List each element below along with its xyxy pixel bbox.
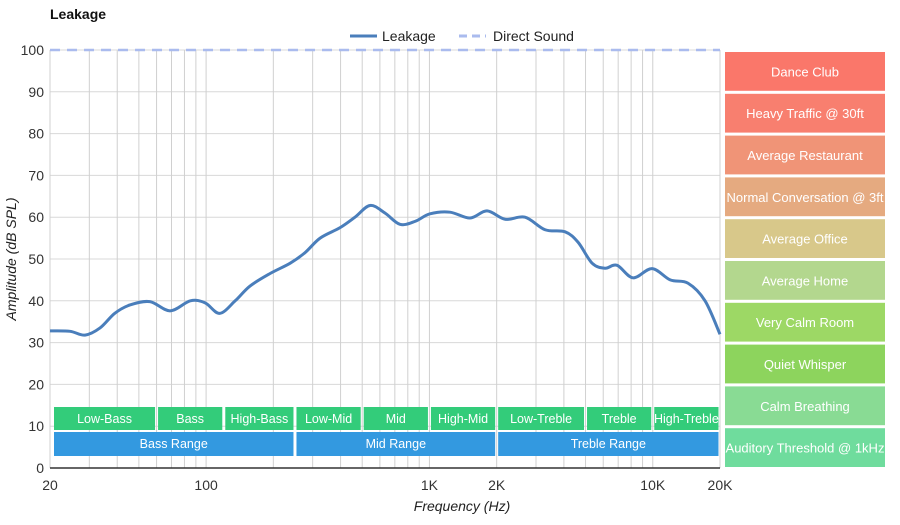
range-bass-range bbox=[54, 432, 294, 456]
noise-level-band bbox=[725, 135, 885, 175]
noise-level-band bbox=[725, 52, 885, 91]
noise-level-label: Very Calm Room bbox=[756, 315, 854, 330]
band-label: Mid bbox=[386, 412, 406, 426]
noise-level-label: Quiet Whisper bbox=[764, 357, 847, 372]
range-label: Bass Range bbox=[140, 437, 208, 451]
x-tick-label: 2K bbox=[488, 477, 506, 493]
noise-level-band bbox=[725, 261, 885, 300]
series-line-leakage bbox=[49, 203, 722, 337]
x-tick-label: 100 bbox=[194, 477, 218, 493]
y-tick-label: 40 bbox=[28, 293, 44, 309]
band-label: Low-Mid bbox=[305, 412, 352, 426]
x-tick-label: 20 bbox=[42, 477, 58, 493]
band-label: Low-Treble bbox=[510, 412, 572, 426]
legend-label-direct-sound: Direct Sound bbox=[493, 28, 574, 44]
band-mid bbox=[363, 407, 428, 430]
noise-level-label: Calm Breathing bbox=[760, 399, 850, 414]
x-tick-label: 10K bbox=[640, 477, 666, 493]
y-tick-label: 100 bbox=[21, 42, 45, 58]
range-label: Treble Range bbox=[571, 437, 646, 451]
y-tick-label: 70 bbox=[28, 167, 44, 183]
noise-level-band bbox=[725, 93, 885, 133]
noise-level-band bbox=[725, 344, 885, 384]
y-tick-label: 60 bbox=[28, 209, 44, 225]
noise-level-band bbox=[725, 177, 885, 217]
y-tick-label: 50 bbox=[28, 251, 44, 267]
band-label: High-Mid bbox=[438, 412, 488, 426]
band-low-treble bbox=[498, 407, 585, 430]
noise-level-label: Normal Conversation @ 3ft bbox=[727, 190, 884, 205]
noise-level-band bbox=[725, 219, 885, 258]
band-low-mid bbox=[296, 407, 361, 430]
chart-title: Leakage bbox=[50, 6, 106, 22]
legend-label-leakage: Leakage bbox=[382, 28, 436, 44]
range-label: Mid Range bbox=[366, 437, 426, 451]
band-label: Treble bbox=[602, 412, 637, 426]
y-tick-label: 90 bbox=[28, 84, 44, 100]
band-high-treble bbox=[654, 407, 719, 430]
band-label: Low-Bass bbox=[77, 412, 132, 426]
band-label: High-Treble bbox=[654, 412, 719, 426]
noise-level-label: Heavy Traffic @ 30ft bbox=[746, 106, 864, 121]
band-high-bass bbox=[225, 407, 294, 430]
noise-level-band bbox=[725, 428, 885, 467]
noise-level-label: Dance Club bbox=[771, 64, 839, 79]
x-tick-label: 1K bbox=[421, 477, 439, 493]
y-tick-label: 80 bbox=[28, 126, 44, 142]
noise-level-label: Average Home bbox=[762, 273, 848, 288]
x-tick-label: 20K bbox=[708, 477, 734, 493]
band-bass bbox=[158, 407, 223, 430]
noise-level-label: Average Restaurant bbox=[747, 148, 863, 163]
band-high-mid bbox=[430, 407, 496, 430]
noise-level-band bbox=[725, 302, 885, 342]
y-tick-label: 0 bbox=[36, 460, 44, 476]
noise-level-label: Auditory Threshold @ 1kHz bbox=[726, 441, 885, 456]
noise-level-label: Average Office bbox=[762, 232, 848, 247]
x-axis-label: Frequency (Hz) bbox=[414, 498, 510, 514]
band-treble bbox=[587, 407, 652, 430]
range-treble-range bbox=[498, 432, 719, 456]
y-tick-label: 30 bbox=[28, 335, 44, 351]
range-mid-range bbox=[296, 432, 496, 456]
y-tick-label: 20 bbox=[28, 376, 44, 392]
band-label: High-Bass bbox=[231, 412, 289, 426]
y-tick-label: 10 bbox=[28, 418, 44, 434]
band-low-bass bbox=[54, 407, 156, 430]
band-label: Bass bbox=[176, 412, 204, 426]
legend: Leakage Direct Sound bbox=[350, 28, 574, 44]
y-axis-label: Amplitude (dB SPL) bbox=[3, 198, 19, 322]
noise-level-band bbox=[725, 386, 885, 426]
